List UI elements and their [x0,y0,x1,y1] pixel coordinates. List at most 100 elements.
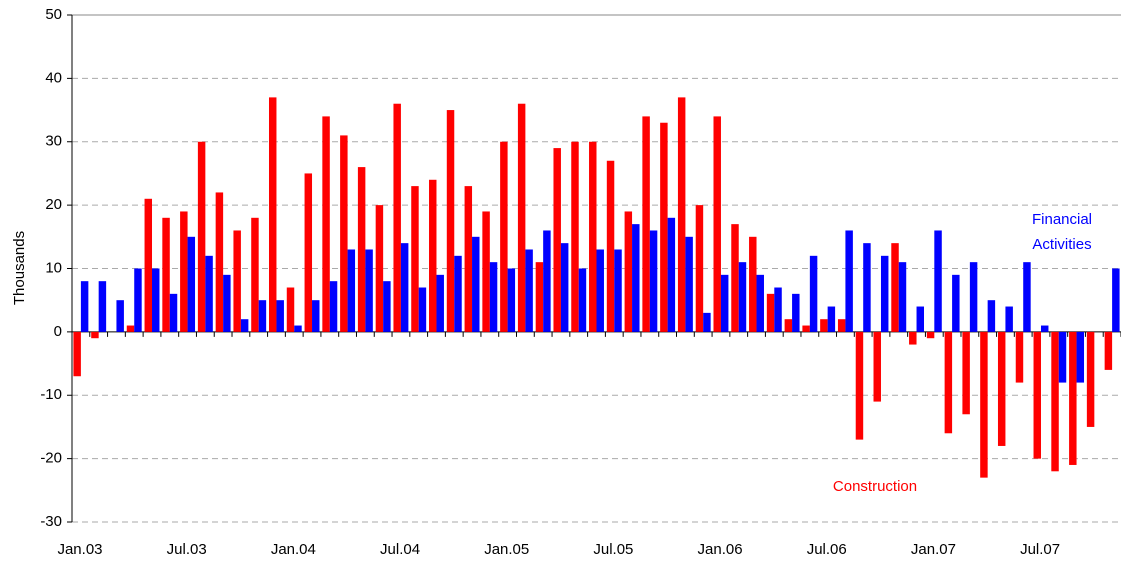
bar [685,236,693,332]
bar [340,135,348,332]
bar [962,331,970,415]
x-tick-label: Jan.03 [57,541,102,558]
bar [863,243,871,332]
bar [268,97,277,332]
bar [454,255,462,332]
x-tick-label: Jul.05 [593,541,633,558]
bar [347,249,356,332]
bar [738,262,747,332]
bar [809,255,818,332]
bar [240,319,249,332]
bar [411,186,419,332]
bar [606,160,615,332]
bar [180,211,188,332]
bar [1023,262,1031,332]
bar [642,116,650,332]
bar [322,116,330,332]
bar [304,173,313,332]
bar [731,224,739,332]
bar [169,293,178,332]
bar [543,230,551,332]
bar [489,262,498,332]
bar [898,262,907,332]
x-tick-label: Jan.06 [698,541,743,558]
bar [624,211,633,332]
bar [375,205,384,332]
bar [258,300,267,332]
bar [1076,331,1085,383]
bar [400,243,409,332]
bar [802,325,810,332]
series-label: Construction [833,478,917,495]
bar [766,293,775,332]
bar [446,110,455,332]
bar [215,192,224,332]
bar [152,268,160,332]
bar [553,148,561,332]
y-tick-label: 40 [45,69,62,86]
bar [294,325,302,332]
bar [560,243,569,332]
x-tick-label: Jan.05 [484,541,529,558]
bar [1069,331,1077,465]
bar [233,230,241,332]
bar [1051,331,1059,472]
bar [632,224,640,332]
bar [464,186,473,332]
series-label: Financial Activities [1032,211,1092,253]
bar [80,281,89,332]
bar [329,281,338,332]
bar [482,211,490,332]
bar [952,274,960,332]
bar [187,236,196,332]
bar [649,230,658,332]
bar [820,319,828,332]
bar [578,268,587,332]
x-tick-label: Jul.07 [1020,541,1060,558]
bar [596,249,604,332]
bar [500,141,508,332]
y-tick-label: 10 [45,259,62,276]
bar [792,293,800,332]
bar [472,236,480,332]
y-tick-label: 30 [45,133,62,150]
bar [1015,331,1024,383]
bar [571,141,579,332]
bar [695,205,704,332]
bar [660,122,668,332]
x-tick-label: Jan.04 [271,541,316,558]
bar [1058,331,1067,383]
bar [909,331,917,345]
bar [756,274,764,332]
bar [667,217,676,332]
y-axis-label: Thousands [11,231,28,305]
x-tick-label: Jan.07 [911,541,956,558]
bar [286,287,295,332]
bar [926,331,935,339]
bar [383,281,391,332]
bar [837,319,846,332]
y-tick-label: -10 [40,386,62,403]
bar [126,325,135,332]
bar [855,331,864,440]
bar [365,249,373,332]
bar [1040,325,1049,332]
bar [713,116,721,332]
bar [525,249,533,332]
bar [429,179,437,332]
bar [535,262,544,332]
bar [1112,268,1120,332]
bar [116,300,124,332]
bar [1005,306,1013,332]
bar [134,268,142,332]
y-tick-label: 20 [45,196,62,213]
bar [774,287,782,332]
y-tick-label: 50 [45,6,62,23]
bar [987,300,996,332]
bar [162,217,170,332]
bar [703,312,711,332]
bar [845,230,853,332]
bar [1086,331,1095,427]
bar [205,255,213,332]
